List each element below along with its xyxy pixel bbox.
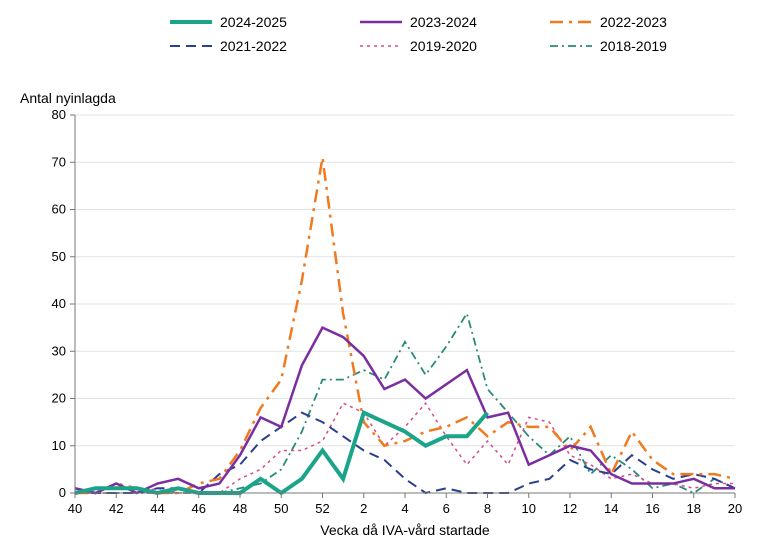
legend-label: 2023-2024	[410, 14, 477, 30]
y-axis-title: Antal nyinlagda	[20, 90, 116, 106]
x-tick-label: 8	[484, 501, 491, 516]
x-tick-label: 12	[563, 501, 577, 516]
x-tick-label: 18	[687, 501, 701, 516]
x-tick-label: 46	[192, 501, 206, 516]
y-tick-label: 50	[52, 249, 66, 264]
legend-label: 2021-2022	[220, 38, 287, 54]
y-tick-label: 70	[52, 154, 66, 169]
chart-svg: 0102030405060708040424446485052246810121…	[0, 0, 760, 553]
legend-label: 2024-2025	[220, 14, 287, 30]
x-tick-label: 52	[315, 501, 329, 516]
y-tick-label: 0	[59, 485, 66, 500]
x-tick-label: 40	[68, 501, 82, 516]
x-tick-label: 6	[443, 501, 450, 516]
y-tick-label: 40	[52, 296, 66, 311]
legend-label: 2018-2019	[600, 38, 667, 54]
x-tick-label: 10	[522, 501, 536, 516]
x-tick-label: 20	[728, 501, 742, 516]
legend-label: 2019-2020	[410, 38, 477, 54]
x-tick-label: 16	[645, 501, 659, 516]
x-tick-label: 2	[360, 501, 367, 516]
y-tick-label: 10	[52, 438, 66, 453]
x-tick-label: 4	[401, 501, 408, 516]
y-tick-label: 80	[52, 107, 66, 122]
x-tick-label: 48	[233, 501, 247, 516]
x-axis-title: Vecka då IVA-vård startade	[320, 522, 490, 538]
line-chart: 0102030405060708040424446485052246810121…	[0, 0, 760, 553]
x-tick-label: 14	[604, 501, 618, 516]
y-tick-label: 30	[52, 343, 66, 358]
x-tick-label: 42	[109, 501, 123, 516]
y-tick-label: 20	[52, 391, 66, 406]
x-tick-label: 44	[150, 501, 164, 516]
y-tick-label: 60	[52, 202, 66, 217]
x-tick-label: 50	[274, 501, 288, 516]
legend-label: 2022-2023	[600, 14, 667, 30]
